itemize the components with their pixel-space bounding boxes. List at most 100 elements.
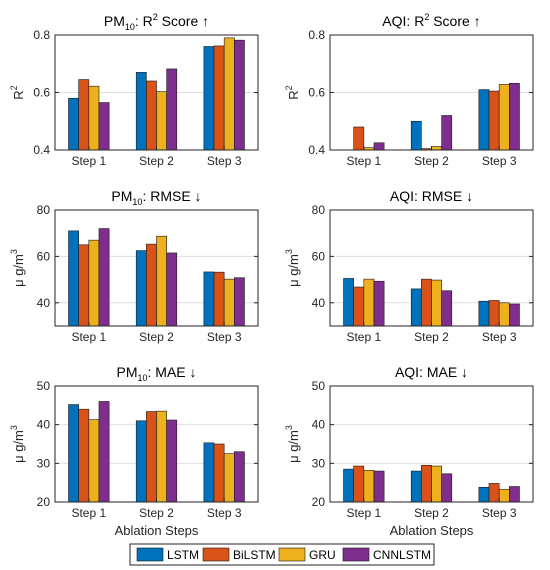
y-tick-label: 80 [312, 203, 326, 217]
bar-bilstm-step1 [78, 408, 90, 503]
bar-lstm-step3 [203, 442, 215, 503]
x-axis-label: Ablation Steps [390, 523, 474, 538]
bar-gru-step2 [156, 410, 167, 503]
legend-label-lstm: LSTM [167, 548, 199, 562]
bar-lstm-step2 [410, 120, 422, 151]
panel-title: AQI: RMSE ↓ [390, 188, 473, 204]
legend-label-gru: GRU [309, 548, 336, 562]
bar-lstm-step3 [203, 271, 215, 327]
bar-gru-step3 [498, 488, 510, 503]
bar-cnnlstm-step1 [373, 470, 385, 503]
x-tick-label: Step 3 [207, 506, 242, 520]
bar-bilstm-step1 [353, 465, 365, 503]
bar-gru-step2 [156, 235, 167, 327]
bar-gru-step3 [223, 37, 235, 151]
panel-title: PM10: MAE ↓ [116, 364, 196, 383]
panel-2: 0.4 0.6 0.8 Step 1 Step 2 Step 3 AQI: R2 Score… [284, 12, 534, 168]
bar-bilstm-step3 [213, 45, 225, 151]
panel-6: 20 30 40 50 Step 1 Step 2 Step 3 AQI: MAE ↓ μ g/… [284, 364, 534, 538]
y-axis-label: μ g/m3 [9, 249, 26, 287]
y-tick-label: 0.6 [308, 86, 325, 100]
panel-title: AQI: R2 Score ↑ [382, 12, 480, 29]
y-tick-label: 30 [312, 456, 326, 470]
panel-1: 0.4 0.6 0.8 Step 1 Step 2 Step 3 PM10: R2 Scor… [9, 12, 259, 168]
bar-cnnlstm-step3 [234, 277, 245, 327]
panel-4: 40 60 80 Step 1 Step 2 Step 3 AQI: RMSE ↓ μ g/m… [284, 188, 534, 344]
y-tick-label: 0.4 [33, 143, 50, 157]
bar-cnnlstm-step3 [509, 83, 520, 151]
bar-lstm-step1 [343, 468, 354, 503]
bar-bilstm-step1 [78, 79, 90, 151]
bar-bilstm-step2 [146, 411, 157, 503]
x-tick-label: Step 3 [482, 154, 517, 168]
x-tick-label: Step 2 [139, 154, 174, 168]
bar-lstm-step1 [68, 404, 79, 503]
y-tick-label: 40 [312, 418, 326, 432]
bar-gru-step1 [88, 239, 100, 327]
legend-swatch-lstm [136, 547, 164, 562]
bar-cnnlstm-step3 [509, 303, 520, 327]
panel-5: 20 30 40 50 Step 1 Step 2 Step 3 PM10: MAE ↓ μ g… [9, 364, 259, 538]
bar-cnnlstm-step3 [509, 486, 520, 503]
bar-gru-step2 [431, 279, 442, 327]
panel-3: 40 60 80 Step 1 Step 2 Step 3 PM10: RMSE ↓ μ g/… [9, 188, 259, 344]
bar-bilstm-step1 [353, 286, 365, 327]
y-axis-label: R2 [9, 85, 26, 99]
bar-gru-step1 [363, 469, 375, 503]
y-tick-label: 50 [312, 379, 326, 393]
bar-cnnlstm-step1 [98, 401, 110, 503]
y-tick-label: 60 [312, 249, 326, 263]
bar-lstm-step1 [343, 278, 354, 327]
bar-lstm-step3 [478, 300, 490, 327]
bar-lstm-step2 [135, 250, 147, 327]
bar-cnnlstm-step1 [98, 102, 110, 151]
legend-swatch-cnnlstm [342, 547, 370, 562]
bar-cnnlstm-step2 [166, 68, 178, 151]
x-tick-label: Step 3 [207, 154, 242, 168]
y-tick-label: 40 [312, 296, 326, 310]
bar-bilstm-step2 [421, 464, 432, 503]
x-tick-label: Step 3 [482, 330, 517, 344]
y-tick-label: 30 [37, 456, 51, 470]
panel-title: AQI: MAE ↓ [395, 364, 468, 380]
bar-bilstm-step3 [488, 90, 500, 151]
y-axis-label: μ g/m3 [284, 425, 301, 463]
bar-cnnlstm-step2 [441, 290, 453, 327]
bar-gru-step2 [431, 146, 442, 151]
bar-gru-step3 [498, 302, 510, 327]
y-axis-label: μ g/m3 [284, 249, 301, 287]
x-axis-label: Ablation Steps [115, 523, 199, 538]
bar-bilstm-step1 [78, 244, 90, 327]
x-tick-label: Step 2 [139, 330, 174, 344]
bar-lstm-step2 [135, 420, 147, 503]
legend: LSTM BiLSTM GRU CNNLSTM [129, 543, 435, 566]
bar-bilstm-step2 [146, 243, 157, 327]
panel-title: PM10: RMSE ↓ [111, 188, 201, 207]
bar-cnnlstm-step1 [373, 280, 385, 327]
bar-lstm-step2 [135, 72, 147, 151]
x-tick-label: Step 2 [139, 506, 174, 520]
x-tick-label: Step 3 [482, 506, 517, 520]
x-tick-label: Step 1 [71, 330, 106, 344]
bar-lstm-step3 [478, 89, 490, 151]
y-axis-label: R2 [284, 85, 301, 99]
bar-gru-step1 [88, 85, 100, 151]
bar-gru-step1 [363, 278, 375, 327]
bar-cnnlstm-step2 [441, 115, 453, 151]
y-tick-label: 0.8 [308, 28, 325, 42]
x-tick-label: Step 1 [71, 506, 106, 520]
x-tick-label: Step 2 [414, 330, 449, 344]
legend-label-cnnlstm: CNNLSTM [373, 548, 431, 562]
bar-gru-step3 [498, 84, 510, 151]
bar-lstm-step3 [478, 487, 490, 503]
y-tick-label: 0.8 [33, 28, 50, 42]
bar-cnnlstm-step1 [98, 228, 110, 327]
bar-gru-step1 [88, 419, 100, 503]
x-tick-label: Step 2 [414, 154, 449, 168]
bar-bilstm-step3 [213, 443, 225, 503]
bar-cnnlstm-step3 [234, 39, 245, 151]
bar-bilstm-step2 [421, 278, 432, 327]
y-tick-label: 20 [312, 495, 326, 509]
bar-lstm-step2 [410, 288, 422, 327]
y-tick-label: 50 [37, 379, 51, 393]
